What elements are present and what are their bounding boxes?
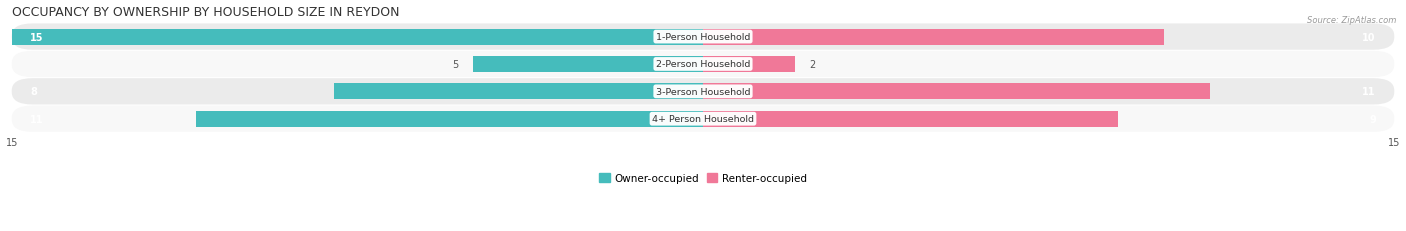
Bar <box>11 30 703 45</box>
Text: 1-Person Household: 1-Person Household <box>655 33 751 42</box>
Text: 2: 2 <box>808 60 815 70</box>
Text: 11: 11 <box>30 114 44 124</box>
Bar <box>703 84 1211 100</box>
Text: 8: 8 <box>30 87 37 97</box>
FancyBboxPatch shape <box>11 24 1395 51</box>
Text: 15: 15 <box>30 32 44 43</box>
Text: 4+ Person Household: 4+ Person Household <box>652 115 754 124</box>
Text: 10: 10 <box>1362 32 1376 43</box>
Text: Source: ZipAtlas.com: Source: ZipAtlas.com <box>1306 16 1396 25</box>
FancyBboxPatch shape <box>11 106 1395 132</box>
Bar <box>472 57 703 73</box>
Bar <box>703 30 1164 45</box>
Text: 9: 9 <box>1369 114 1376 124</box>
Text: 2-Person Household: 2-Person Household <box>655 60 751 69</box>
FancyBboxPatch shape <box>11 79 1395 105</box>
Bar <box>703 111 1118 127</box>
Bar <box>335 84 703 100</box>
Text: 11: 11 <box>1362 87 1376 97</box>
Bar <box>195 111 703 127</box>
Legend: Owner-occupied, Renter-occupied: Owner-occupied, Renter-occupied <box>595 169 811 188</box>
Bar <box>703 57 796 73</box>
FancyBboxPatch shape <box>11 52 1395 78</box>
Text: 5: 5 <box>453 60 458 70</box>
Text: 3-Person Household: 3-Person Household <box>655 88 751 96</box>
Text: OCCUPANCY BY OWNERSHIP BY HOUSEHOLD SIZE IN REYDON: OCCUPANCY BY OWNERSHIP BY HOUSEHOLD SIZE… <box>11 6 399 18</box>
